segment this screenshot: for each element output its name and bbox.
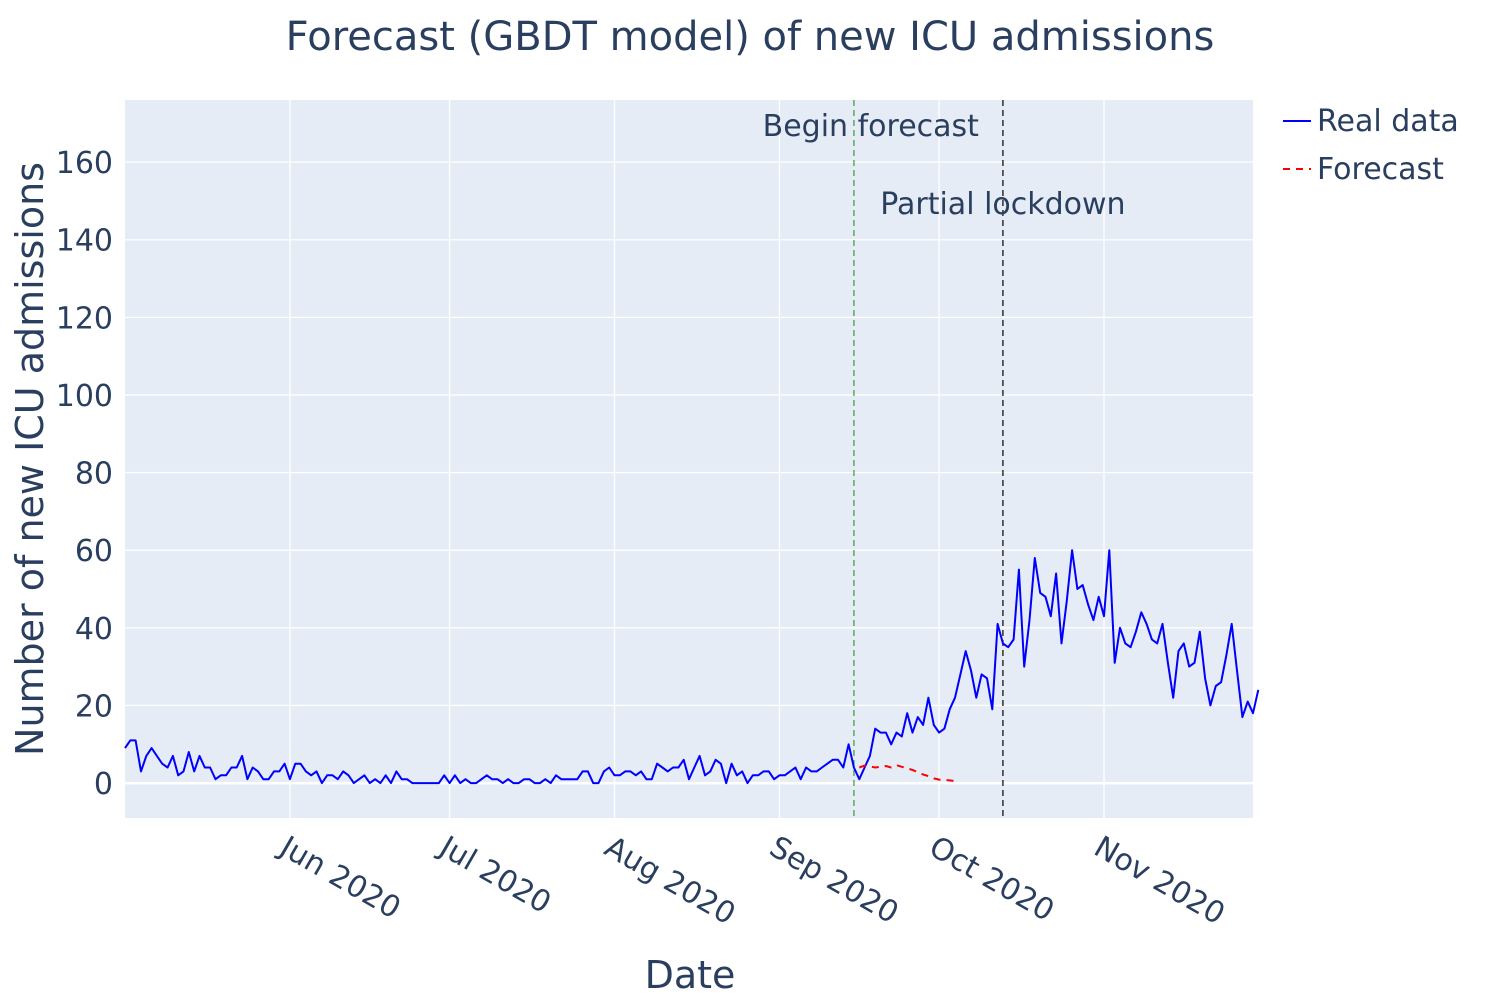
plot-area xyxy=(125,100,1253,818)
annotation-label: Partial lockdown xyxy=(880,187,1125,222)
annotation-label: Begin forecast xyxy=(763,109,980,144)
y-tick-label: 100 xyxy=(56,379,113,414)
y-axis-ticks: 0 20 40 60 80 100 120 140 160 xyxy=(56,146,113,802)
x-axis-title: Date xyxy=(645,953,736,997)
gridlines xyxy=(125,100,1253,818)
y-tick-label: 80 xyxy=(75,457,113,492)
y-tick-label: 0 xyxy=(94,767,113,802)
y-tick-label: 60 xyxy=(75,534,113,569)
legend-label[interactable]: Forecast xyxy=(1317,152,1444,187)
chart-title: Forecast (GBDT model) of new ICU admissi… xyxy=(286,14,1215,60)
y-tick-label: 140 xyxy=(56,224,113,259)
series-line xyxy=(124,549,1260,785)
y-tick-label: 40 xyxy=(75,612,113,647)
y-tick-label: 20 xyxy=(75,689,113,724)
y-axis-title: Number of new ICU admissions xyxy=(8,162,52,756)
legend[interactable]: Real data Forecast xyxy=(1283,104,1459,187)
annotation-labels: Begin forecast Partial lockdown xyxy=(763,109,1126,222)
y-tick-label: 160 xyxy=(56,146,113,181)
series-lines xyxy=(124,549,1260,785)
series-line xyxy=(858,764,956,783)
legend-label[interactable]: Real data xyxy=(1317,104,1459,139)
y-tick-label: 120 xyxy=(56,301,113,336)
